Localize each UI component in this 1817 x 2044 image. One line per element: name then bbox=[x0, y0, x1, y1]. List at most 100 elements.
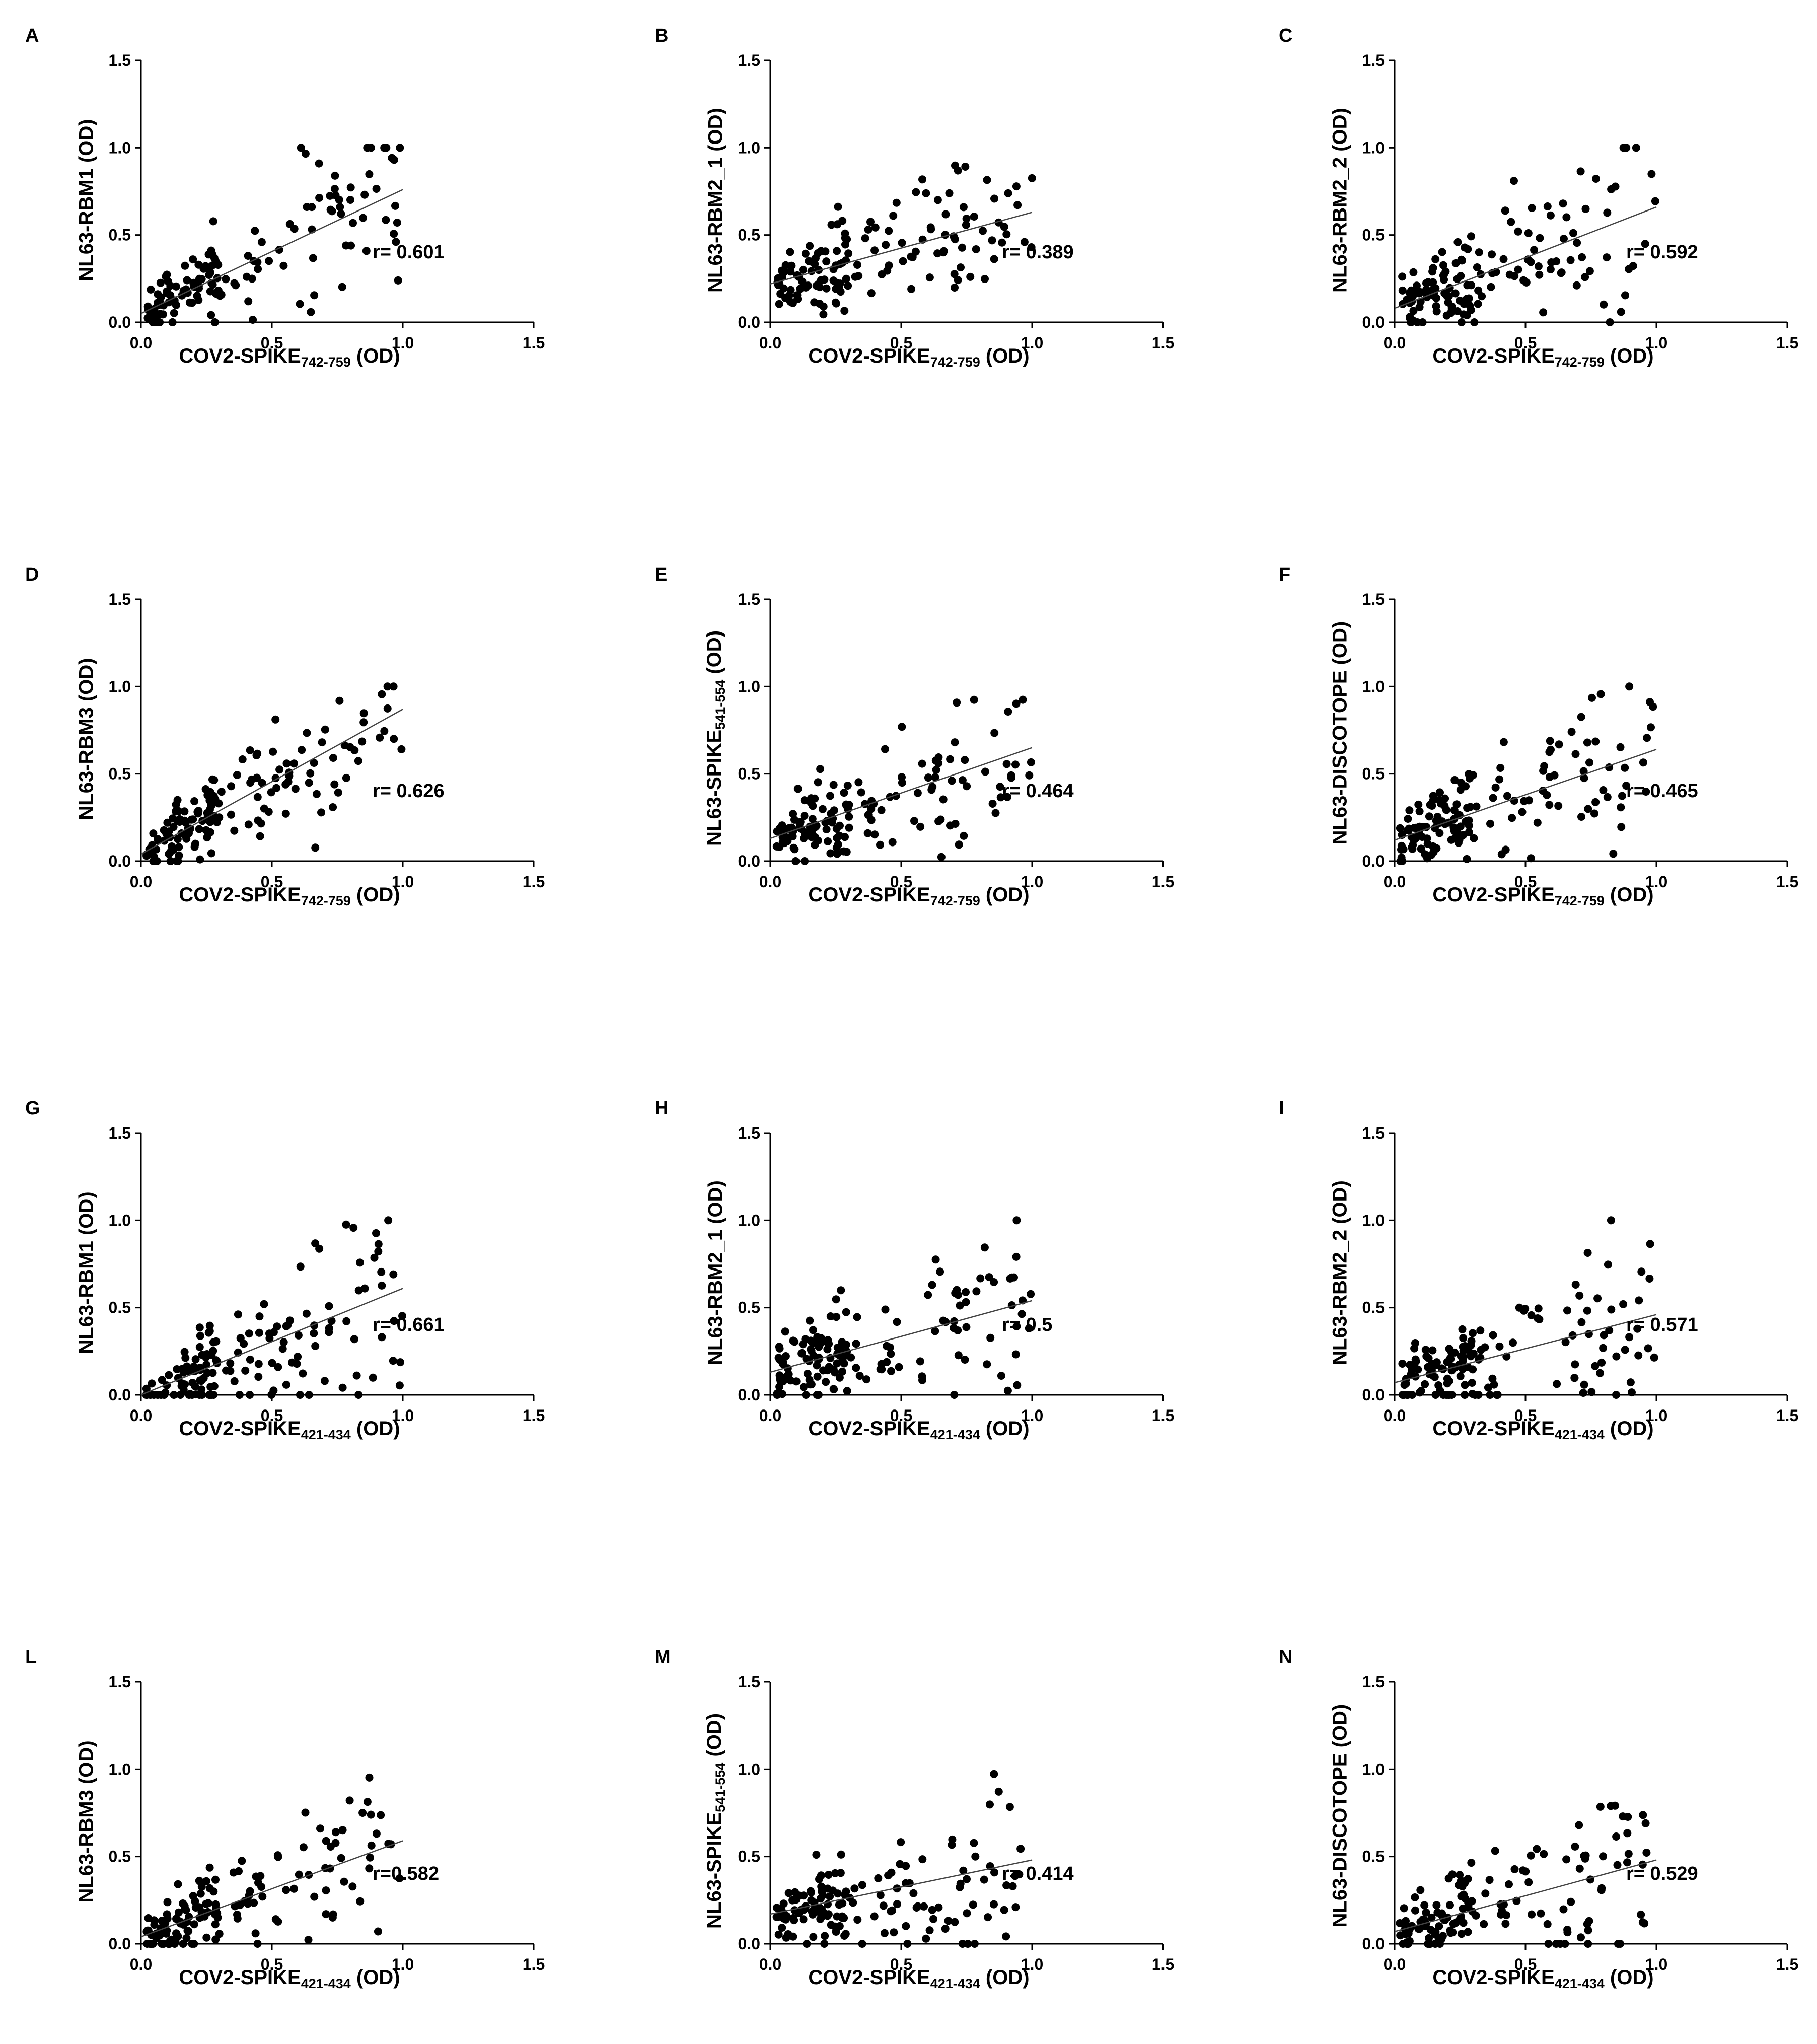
data-point bbox=[1446, 1355, 1455, 1363]
data-point bbox=[1628, 1388, 1636, 1397]
data-point bbox=[822, 284, 831, 293]
scatter-plot: 0.0 0.5 1.0 1.5 0.0 0.5 1.0 1.5 bbox=[109, 1673, 545, 1973]
data-point bbox=[367, 1841, 376, 1850]
x-tick-label: 0.5 bbox=[261, 1406, 283, 1425]
data-point bbox=[1457, 1352, 1465, 1361]
data-point bbox=[936, 815, 945, 824]
panel-letter: I bbox=[1279, 1098, 1284, 1119]
data-point bbox=[1647, 723, 1655, 732]
data-point bbox=[932, 765, 940, 774]
data-point bbox=[378, 1333, 386, 1342]
data-point bbox=[230, 826, 239, 835]
correlation-label: r= 0.601 bbox=[373, 242, 445, 263]
data-point bbox=[209, 217, 217, 226]
data-point bbox=[197, 1878, 205, 1887]
data-point bbox=[832, 299, 840, 308]
data-point bbox=[1535, 1315, 1544, 1323]
data-point bbox=[246, 1355, 254, 1364]
data-point bbox=[309, 254, 317, 262]
data-point bbox=[1453, 238, 1462, 246]
data-point bbox=[1607, 1305, 1616, 1314]
data-point bbox=[315, 1244, 324, 1253]
data-point bbox=[998, 238, 1006, 247]
data-point bbox=[360, 1284, 369, 1293]
data-point bbox=[337, 209, 345, 218]
data-point bbox=[801, 857, 809, 865]
data-point bbox=[282, 1886, 290, 1894]
data-point bbox=[1625, 265, 1633, 273]
data-point bbox=[939, 795, 948, 804]
data-point bbox=[285, 220, 294, 228]
data-point bbox=[258, 1892, 267, 1901]
x-tick-label: 0.5 bbox=[261, 334, 283, 352]
data-point bbox=[806, 1380, 814, 1389]
data-point bbox=[172, 1929, 180, 1938]
y-tick-label: 1.5 bbox=[1362, 1673, 1385, 1691]
data-point bbox=[1639, 758, 1647, 767]
data-point bbox=[197, 1377, 205, 1385]
data-point bbox=[817, 1882, 826, 1891]
data-point bbox=[1575, 1821, 1583, 1829]
data-point bbox=[1002, 1932, 1010, 1941]
data-point bbox=[179, 1386, 188, 1394]
data-point bbox=[1585, 267, 1594, 275]
data-point bbox=[931, 773, 939, 782]
data-point bbox=[203, 1350, 211, 1358]
data-point bbox=[1540, 762, 1549, 770]
data-point bbox=[807, 1345, 815, 1354]
data-point bbox=[206, 287, 214, 296]
data-point bbox=[365, 1773, 374, 1782]
data-point bbox=[194, 807, 203, 815]
data-point bbox=[1472, 802, 1481, 811]
data-point bbox=[345, 1796, 354, 1805]
y-axis-label: NL63-RBM2_1 (OD) bbox=[704, 1180, 727, 1365]
data-point bbox=[163, 1910, 171, 1919]
data-point bbox=[367, 144, 375, 152]
data-point bbox=[1597, 1884, 1606, 1892]
data-point bbox=[988, 800, 997, 808]
data-point bbox=[335, 696, 344, 705]
panel-n: N 0.0 0.5 1.0 1.5 0.0 0.5 1.0 1.5 NL63-DISCOTOPE … bbox=[1274, 1642, 1798, 2024]
data-point bbox=[838, 1914, 846, 1922]
data-point bbox=[210, 254, 219, 262]
correlation-label: r= 0.389 bbox=[1002, 242, 1074, 263]
data-point bbox=[922, 1934, 930, 1943]
data-point bbox=[1619, 144, 1628, 152]
data-point bbox=[1557, 268, 1566, 277]
data-point bbox=[338, 1383, 347, 1392]
data-point bbox=[392, 238, 400, 246]
data-point bbox=[857, 788, 865, 797]
data-point bbox=[179, 1899, 187, 1908]
data-point bbox=[226, 1359, 235, 1368]
regression-line bbox=[1394, 748, 1657, 841]
x-tick-label: 0.5 bbox=[1514, 1955, 1537, 1973]
scatter-plot: 0.0 0.5 1.0 1.5 0.0 0.5 1.0 1.5 bbox=[738, 1124, 1175, 1425]
data-point bbox=[1625, 682, 1634, 691]
data-point bbox=[807, 1888, 815, 1897]
data-point bbox=[788, 1896, 797, 1905]
panel-b: B 0.0 0.5 1.0 1.5 0.0 0.5 1.0 1.5 NL63-RBM2_1 (OD… bbox=[649, 20, 1174, 403]
regression-line bbox=[1394, 206, 1657, 309]
data-point bbox=[887, 1350, 895, 1358]
x-tick-label: 1.5 bbox=[523, 334, 545, 352]
data-point bbox=[811, 794, 819, 803]
data-point bbox=[1415, 822, 1424, 831]
data-point bbox=[154, 1391, 162, 1399]
data-point bbox=[1635, 1296, 1643, 1305]
y-tick-label: 1.0 bbox=[1362, 1760, 1385, 1778]
x-axis-label: COV2-SPIKE421-434 (OD) bbox=[1432, 1966, 1654, 1991]
data-point bbox=[1418, 833, 1426, 841]
data-point bbox=[1501, 206, 1509, 215]
y-tick-label: 1.5 bbox=[1362, 51, 1385, 69]
data-point bbox=[1597, 1358, 1606, 1367]
data-point bbox=[1539, 308, 1548, 317]
data-point bbox=[835, 1900, 843, 1909]
data-point bbox=[803, 1940, 811, 1948]
x-tick-label: 1.0 bbox=[1645, 1955, 1667, 1973]
data-point bbox=[326, 191, 334, 200]
data-point bbox=[778, 271, 786, 280]
regression-line bbox=[770, 212, 1033, 285]
data-point bbox=[1469, 1329, 1477, 1337]
data-point bbox=[958, 1940, 967, 1948]
data-point bbox=[960, 831, 968, 840]
